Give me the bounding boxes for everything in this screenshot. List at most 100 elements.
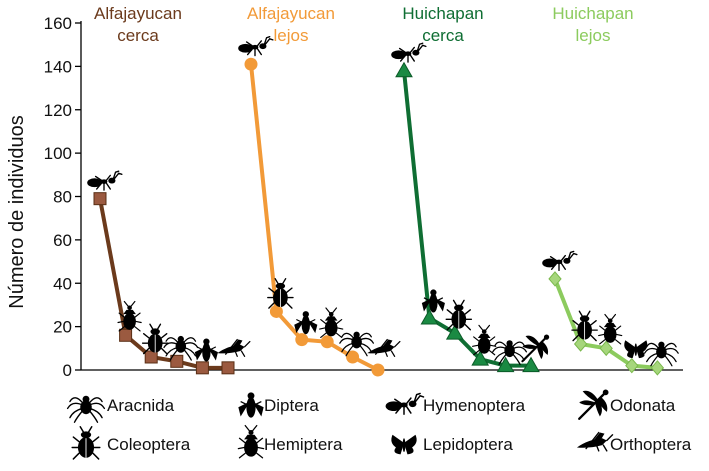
data-point — [625, 357, 639, 374]
data-point — [346, 350, 360, 364]
legend-item: Orthoptera — [576, 431, 692, 454]
grasshopper-icon — [576, 431, 614, 452]
beetle-icon — [141, 323, 169, 355]
series-title: Huichapan cerca — [402, 4, 483, 45]
fly-icon — [238, 392, 264, 418]
data-point — [119, 328, 133, 342]
fly-icon — [194, 338, 218, 362]
y-tick-label: 60 — [53, 231, 72, 250]
spider-icon — [163, 335, 199, 361]
series-title-line: cerca — [117, 26, 159, 45]
data-point — [522, 356, 540, 373]
series-3 — [391, 42, 550, 373]
series-title: Huichapan lejos — [552, 4, 633, 45]
series-2 — [238, 36, 401, 377]
spider-icon — [339, 331, 375, 357]
series-title-line: cerca — [422, 26, 464, 45]
legend: Aracnida Diptera Hymenoptera Odonata Coleopt… — [66, 389, 692, 460]
axes: 0 20 40 60 80 100 120 140 160 — [44, 14, 683, 380]
legend-item: Lepidoptera — [391, 434, 513, 455]
ant-icon — [87, 170, 123, 191]
legend-label: Odonata — [610, 396, 676, 415]
dragonfly-icon — [521, 334, 550, 363]
y-tick-label: 80 — [53, 188, 72, 207]
series-1 — [87, 170, 251, 375]
ant-icon — [385, 392, 425, 415]
y-tick-label: 160 — [44, 14, 72, 33]
series-title: Alfajayucan lejos — [247, 4, 335, 45]
grasshopper-icon — [217, 338, 251, 357]
legend-label: Hemiptera — [264, 435, 343, 454]
data-point — [320, 335, 334, 349]
series-title-line: Alfajayucan — [94, 4, 182, 23]
data-point — [221, 361, 235, 375]
ant-icon — [238, 36, 274, 57]
series-title-line: Alfajayucan — [247, 4, 335, 23]
spider-icon — [643, 341, 679, 367]
data-point — [496, 356, 515, 373]
data-point — [573, 336, 588, 352]
y-tick-label: 140 — [44, 57, 72, 76]
bug-icon — [472, 324, 497, 356]
y-tick-label: 40 — [53, 274, 72, 293]
y-tick-label: 100 — [44, 144, 72, 163]
y-tick-label: 0 — [63, 361, 72, 380]
ant-icon — [542, 250, 578, 271]
y-axis-title: Número de individuos — [6, 115, 28, 308]
bug-icon — [237, 424, 265, 459]
data-point — [445, 324, 464, 340]
data-point — [195, 361, 209, 375]
grasshopper-icon — [367, 338, 401, 357]
legend-item: Coleoptera — [71, 426, 191, 460]
series-title: Alfajayucan cerca — [94, 4, 182, 45]
butterfly-icon — [391, 434, 417, 455]
series-title-line: lejos — [576, 26, 611, 45]
data-point — [269, 304, 283, 318]
legend-label: Orthoptera — [610, 435, 692, 454]
legend-item: Hymenoptera — [385, 392, 526, 415]
series-layer — [87, 36, 679, 377]
beetle-icon — [267, 278, 294, 309]
data-point — [420, 308, 439, 325]
legend-label: Lepidoptera — [423, 435, 513, 454]
data-point — [170, 354, 184, 368]
series-title-line: lejos — [274, 26, 309, 45]
y-tick-label: 120 — [44, 101, 72, 120]
data-point — [395, 61, 413, 78]
spider-icon — [492, 340, 528, 366]
data-point — [295, 333, 309, 347]
data-point — [599, 340, 613, 357]
data-point — [93, 192, 107, 206]
legend-item: Odonata — [578, 389, 676, 420]
beetle-icon — [571, 310, 598, 342]
beetle-icon — [71, 426, 101, 460]
dragonfly-icon — [578, 389, 609, 420]
series-title-line: Huichapan — [402, 4, 483, 23]
bug-icon — [117, 300, 142, 332]
data-point — [548, 271, 562, 287]
bug-icon — [598, 313, 623, 345]
data-point — [471, 350, 490, 366]
beetle-icon — [445, 299, 473, 331]
bug-icon — [319, 307, 344, 338]
legend-label: Coleoptera — [107, 435, 191, 454]
data-point — [371, 363, 385, 377]
legend-label: Aracnida — [107, 396, 175, 415]
legend-label: Hymenoptera — [423, 396, 526, 415]
legend-item: Hemiptera — [237, 424, 343, 459]
y-tick-label: 20 — [53, 318, 72, 337]
data-point — [650, 360, 665, 376]
legend-label: Diptera — [264, 396, 319, 415]
fly-icon — [294, 311, 318, 335]
legend-item: Aracnida — [66, 395, 175, 423]
data-point — [244, 57, 258, 71]
legend-item: Diptera — [238, 392, 319, 418]
ant-icon — [391, 42, 427, 63]
spider-icon — [66, 395, 106, 423]
series-title-line: Huichapan — [552, 4, 633, 23]
butterfly-icon — [624, 340, 648, 359]
data-point — [144, 350, 158, 364]
fly-icon — [421, 289, 445, 313]
